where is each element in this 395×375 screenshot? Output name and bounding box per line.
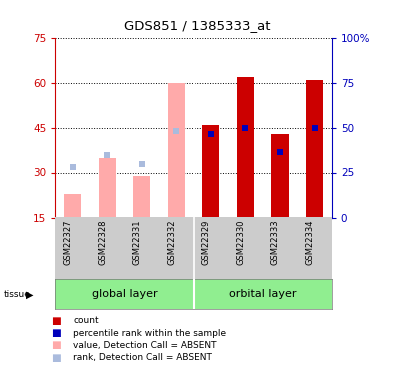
Text: count: count (73, 316, 99, 325)
Bar (64, 194, 81, 217)
Text: GSM22334: GSM22334 (305, 219, 314, 265)
Text: value, Detection Call = ABSENT: value, Detection Call = ABSENT (73, 341, 216, 350)
Text: ■: ■ (51, 353, 61, 363)
Text: GSM22333: GSM22333 (271, 219, 280, 265)
Text: ■: ■ (51, 328, 61, 338)
Text: GSM22328: GSM22328 (98, 219, 107, 265)
Text: GSM22327: GSM22327 (64, 219, 73, 265)
Bar (98, 158, 116, 218)
Bar (133, 176, 150, 217)
Text: global layer: global layer (92, 290, 157, 299)
Bar (306, 80, 323, 218)
Text: ■: ■ (51, 316, 61, 326)
Text: orbital layer: orbital layer (229, 290, 296, 299)
Bar (167, 82, 185, 218)
Bar (271, 134, 289, 218)
Text: ▶: ▶ (26, 290, 33, 299)
Text: ■: ■ (51, 340, 61, 350)
Text: GDS851 / 1385333_at: GDS851 / 1385333_at (124, 19, 271, 32)
Text: tissue: tissue (4, 290, 31, 299)
Bar (202, 124, 220, 217)
Text: GSM22329: GSM22329 (202, 219, 211, 265)
Text: GSM22331: GSM22331 (133, 219, 142, 265)
Bar (237, 76, 254, 218)
Text: percentile rank within the sample: percentile rank within the sample (73, 328, 226, 338)
Text: GSM22332: GSM22332 (167, 219, 176, 265)
Text: rank, Detection Call = ABSENT: rank, Detection Call = ABSENT (73, 353, 212, 362)
Text: GSM22330: GSM22330 (236, 219, 245, 265)
